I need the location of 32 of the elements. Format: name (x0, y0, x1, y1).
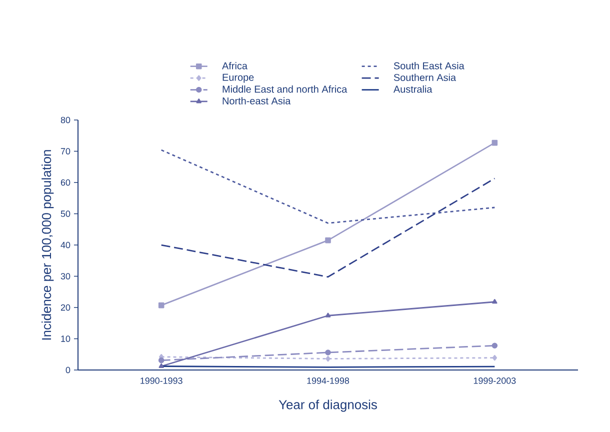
point (492, 354, 498, 361)
legend-label: North-east Asia (222, 97, 291, 104)
legend-label: Africa (222, 62, 248, 70)
point (158, 363, 164, 368)
point (325, 350, 331, 356)
y-tick-label: 20 (60, 304, 70, 311)
y-tick-label: 70 (60, 148, 70, 154)
x-tick-label: 1994-1998 (307, 378, 350, 384)
x-tick-label: 1999-2003 (474, 378, 516, 384)
point (325, 237, 331, 244)
point (326, 356, 330, 362)
legend-label: Australia (393, 85, 432, 93)
y-axis-title: Incidence per 100,000 population (42, 150, 54, 340)
y-tick-label: 50 (60, 210, 70, 217)
y-tick-label: 80 (60, 116, 70, 124)
y-tick-label: 60 (60, 179, 70, 186)
point (158, 302, 164, 308)
y-tick-label: 0 (66, 366, 70, 374)
point (325, 312, 331, 318)
legend-label: Middle East and north Africa (222, 85, 348, 93)
y-tick-label: 30 (60, 273, 70, 280)
x-axis-title: Year of diagnosis (278, 400, 377, 412)
point (158, 357, 164, 364)
point (492, 140, 498, 146)
y-tick-label: 10 (61, 336, 70, 342)
point (492, 342, 498, 349)
y-tick-label: 40 (60, 242, 70, 248)
legend-label: Europe (222, 74, 254, 83)
legend-label: Southern Asia (394, 74, 456, 82)
point (492, 298, 498, 304)
x-tick-label: 1990-1993 (140, 378, 182, 384)
legend-label: South East Asia (394, 62, 464, 70)
